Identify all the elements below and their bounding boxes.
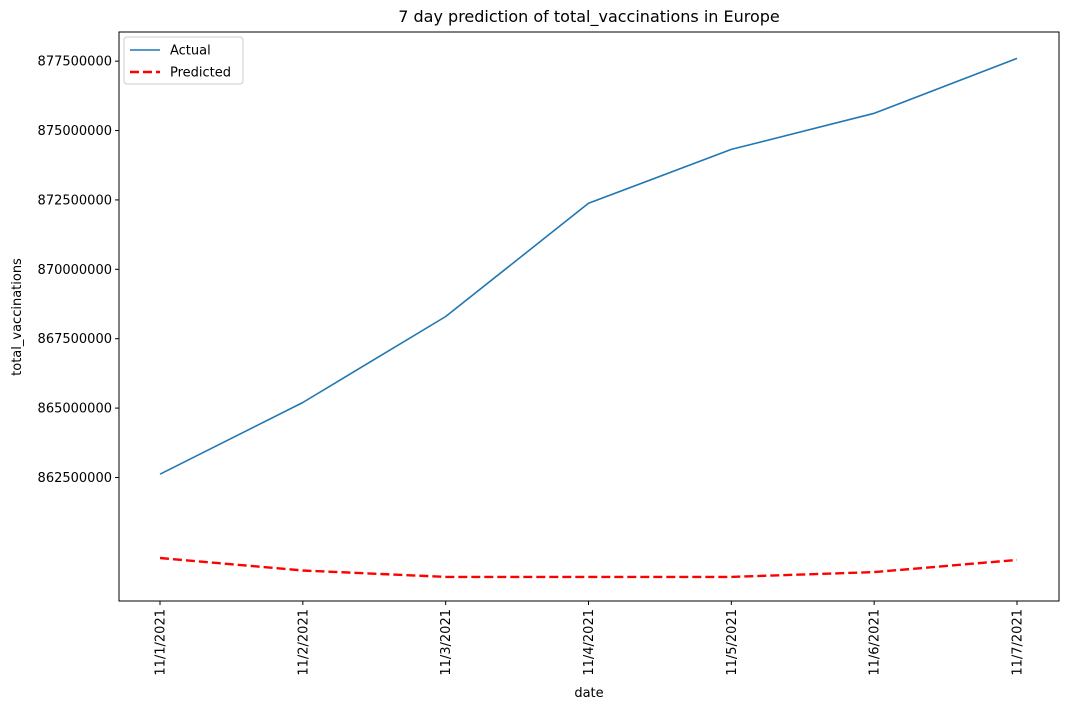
legend-label-predicted: Predicted xyxy=(170,66,231,81)
x-tick-label: 11/2/2021 xyxy=(296,609,311,676)
x-axis-label: date xyxy=(574,686,603,701)
x-tick-label: 11/1/2021 xyxy=(154,609,169,676)
y-tick-label: 865000000 xyxy=(38,402,112,417)
y-axis-label: total_vaccinations xyxy=(10,258,25,376)
legend xyxy=(123,36,244,85)
y-tick-label: 867500000 xyxy=(38,332,112,347)
chart-title: 7 day prediction of total_vaccinations i… xyxy=(398,7,780,27)
y-tick-label: 872500000 xyxy=(38,193,112,208)
y-tick-label: 877500000 xyxy=(38,55,112,70)
y-tick-label: 875000000 xyxy=(38,124,112,139)
y-tick-label: 870000000 xyxy=(38,263,112,278)
x-tick-label: 11/4/2021 xyxy=(582,609,597,676)
x-tick-label: 11/6/2021 xyxy=(868,609,883,676)
y-tick-label: 862500000 xyxy=(38,471,112,486)
x-tick-label: 11/3/2021 xyxy=(439,609,454,676)
x-tick-label: 11/7/2021 xyxy=(1011,609,1026,676)
plot-frame xyxy=(118,31,1060,602)
series-line-predicted xyxy=(159,556,1018,579)
x-tick-label: 11/5/2021 xyxy=(725,609,740,676)
plot-area: 862500000 865000000 867500000 870000000 8725… xyxy=(38,31,1060,676)
legend-label-actual: Actual xyxy=(170,44,211,59)
series-line-actual xyxy=(159,57,1018,475)
